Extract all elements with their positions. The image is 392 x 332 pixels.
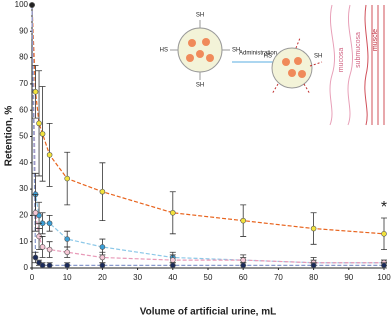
particle [271,47,313,89]
y-axis-label: Retention, % [4,106,15,167]
x-tick-label: 70 [274,273,283,282]
x-tick-label: 50 [204,273,213,282]
point [32,88,39,95]
drug [202,38,210,46]
point [39,244,46,250]
x-tick-label: 30 [133,273,142,282]
y-tick-label: 70 [19,79,28,88]
point [64,249,70,256]
point [240,217,246,224]
point [310,225,317,232]
point [99,244,106,250]
point [170,262,176,269]
point [64,175,70,182]
point [310,262,317,269]
y-tick-label: 100 [15,0,29,9]
x-tick-label: 60 [239,273,248,282]
tissue [364,4,385,126]
tissue [347,4,354,126]
y-tick-label: 60 [19,105,28,114]
drug [186,54,194,62]
point [240,257,246,263]
inset: SH SH HS SH Administration HS SH mucosa … [160,4,385,126]
x-tick-label: 90 [344,273,353,282]
point [32,254,39,261]
point [46,262,53,269]
y-tick-label: 0 [24,263,29,272]
point [381,262,387,269]
thiol: SH [196,83,204,89]
drug [294,57,302,65]
y-tick-label: 30 [19,184,28,193]
y-tick-label: 90 [19,26,28,35]
drug [288,69,296,77]
point [99,254,106,261]
x-tick-label: 100 [377,273,391,282]
point [99,188,106,195]
drug [196,50,204,58]
drug [298,70,306,78]
point [170,209,176,216]
drug [188,39,196,47]
y-tick-label: 40 [19,158,28,167]
point [46,246,53,253]
x-axis-label: Volume of artificial urine, mL [140,307,277,318]
y-tick-label: 80 [19,53,28,62]
point [64,262,70,269]
point [39,131,46,137]
release [271,37,323,95]
point [99,262,106,269]
point [32,209,39,216]
layer-label: muscle [372,29,379,51]
layer-label: mucosa [338,48,345,73]
point [240,262,246,269]
drug [206,54,214,62]
y-tick-label: 20 [19,211,28,220]
x-tick-label: 80 [309,273,318,282]
arrow-label: Administration [239,51,277,57]
y-tick-label: 50 [19,132,28,141]
x-tick-label: 10 [63,273,72,282]
point [36,120,42,127]
x-tick-label: 20 [98,273,107,282]
point [381,231,387,237]
tissue [329,4,336,126]
point [64,236,70,242]
layer-label: submucosa [355,32,362,68]
series-line [31,4,384,266]
thiol: SH [232,48,240,54]
point [39,262,46,269]
point [46,220,53,227]
drug [282,58,290,66]
thiol: HS [160,48,168,54]
x-tick-label: 0 [30,273,35,282]
y-tick-label: 10 [19,237,28,246]
thiol: SH [314,54,322,60]
point [29,2,35,8]
x-tick-label: 40 [168,273,177,282]
point [46,152,53,158]
point [170,257,176,263]
annotation: * [381,199,387,216]
thiol: HS [264,54,272,60]
thiol: SH [196,13,204,19]
